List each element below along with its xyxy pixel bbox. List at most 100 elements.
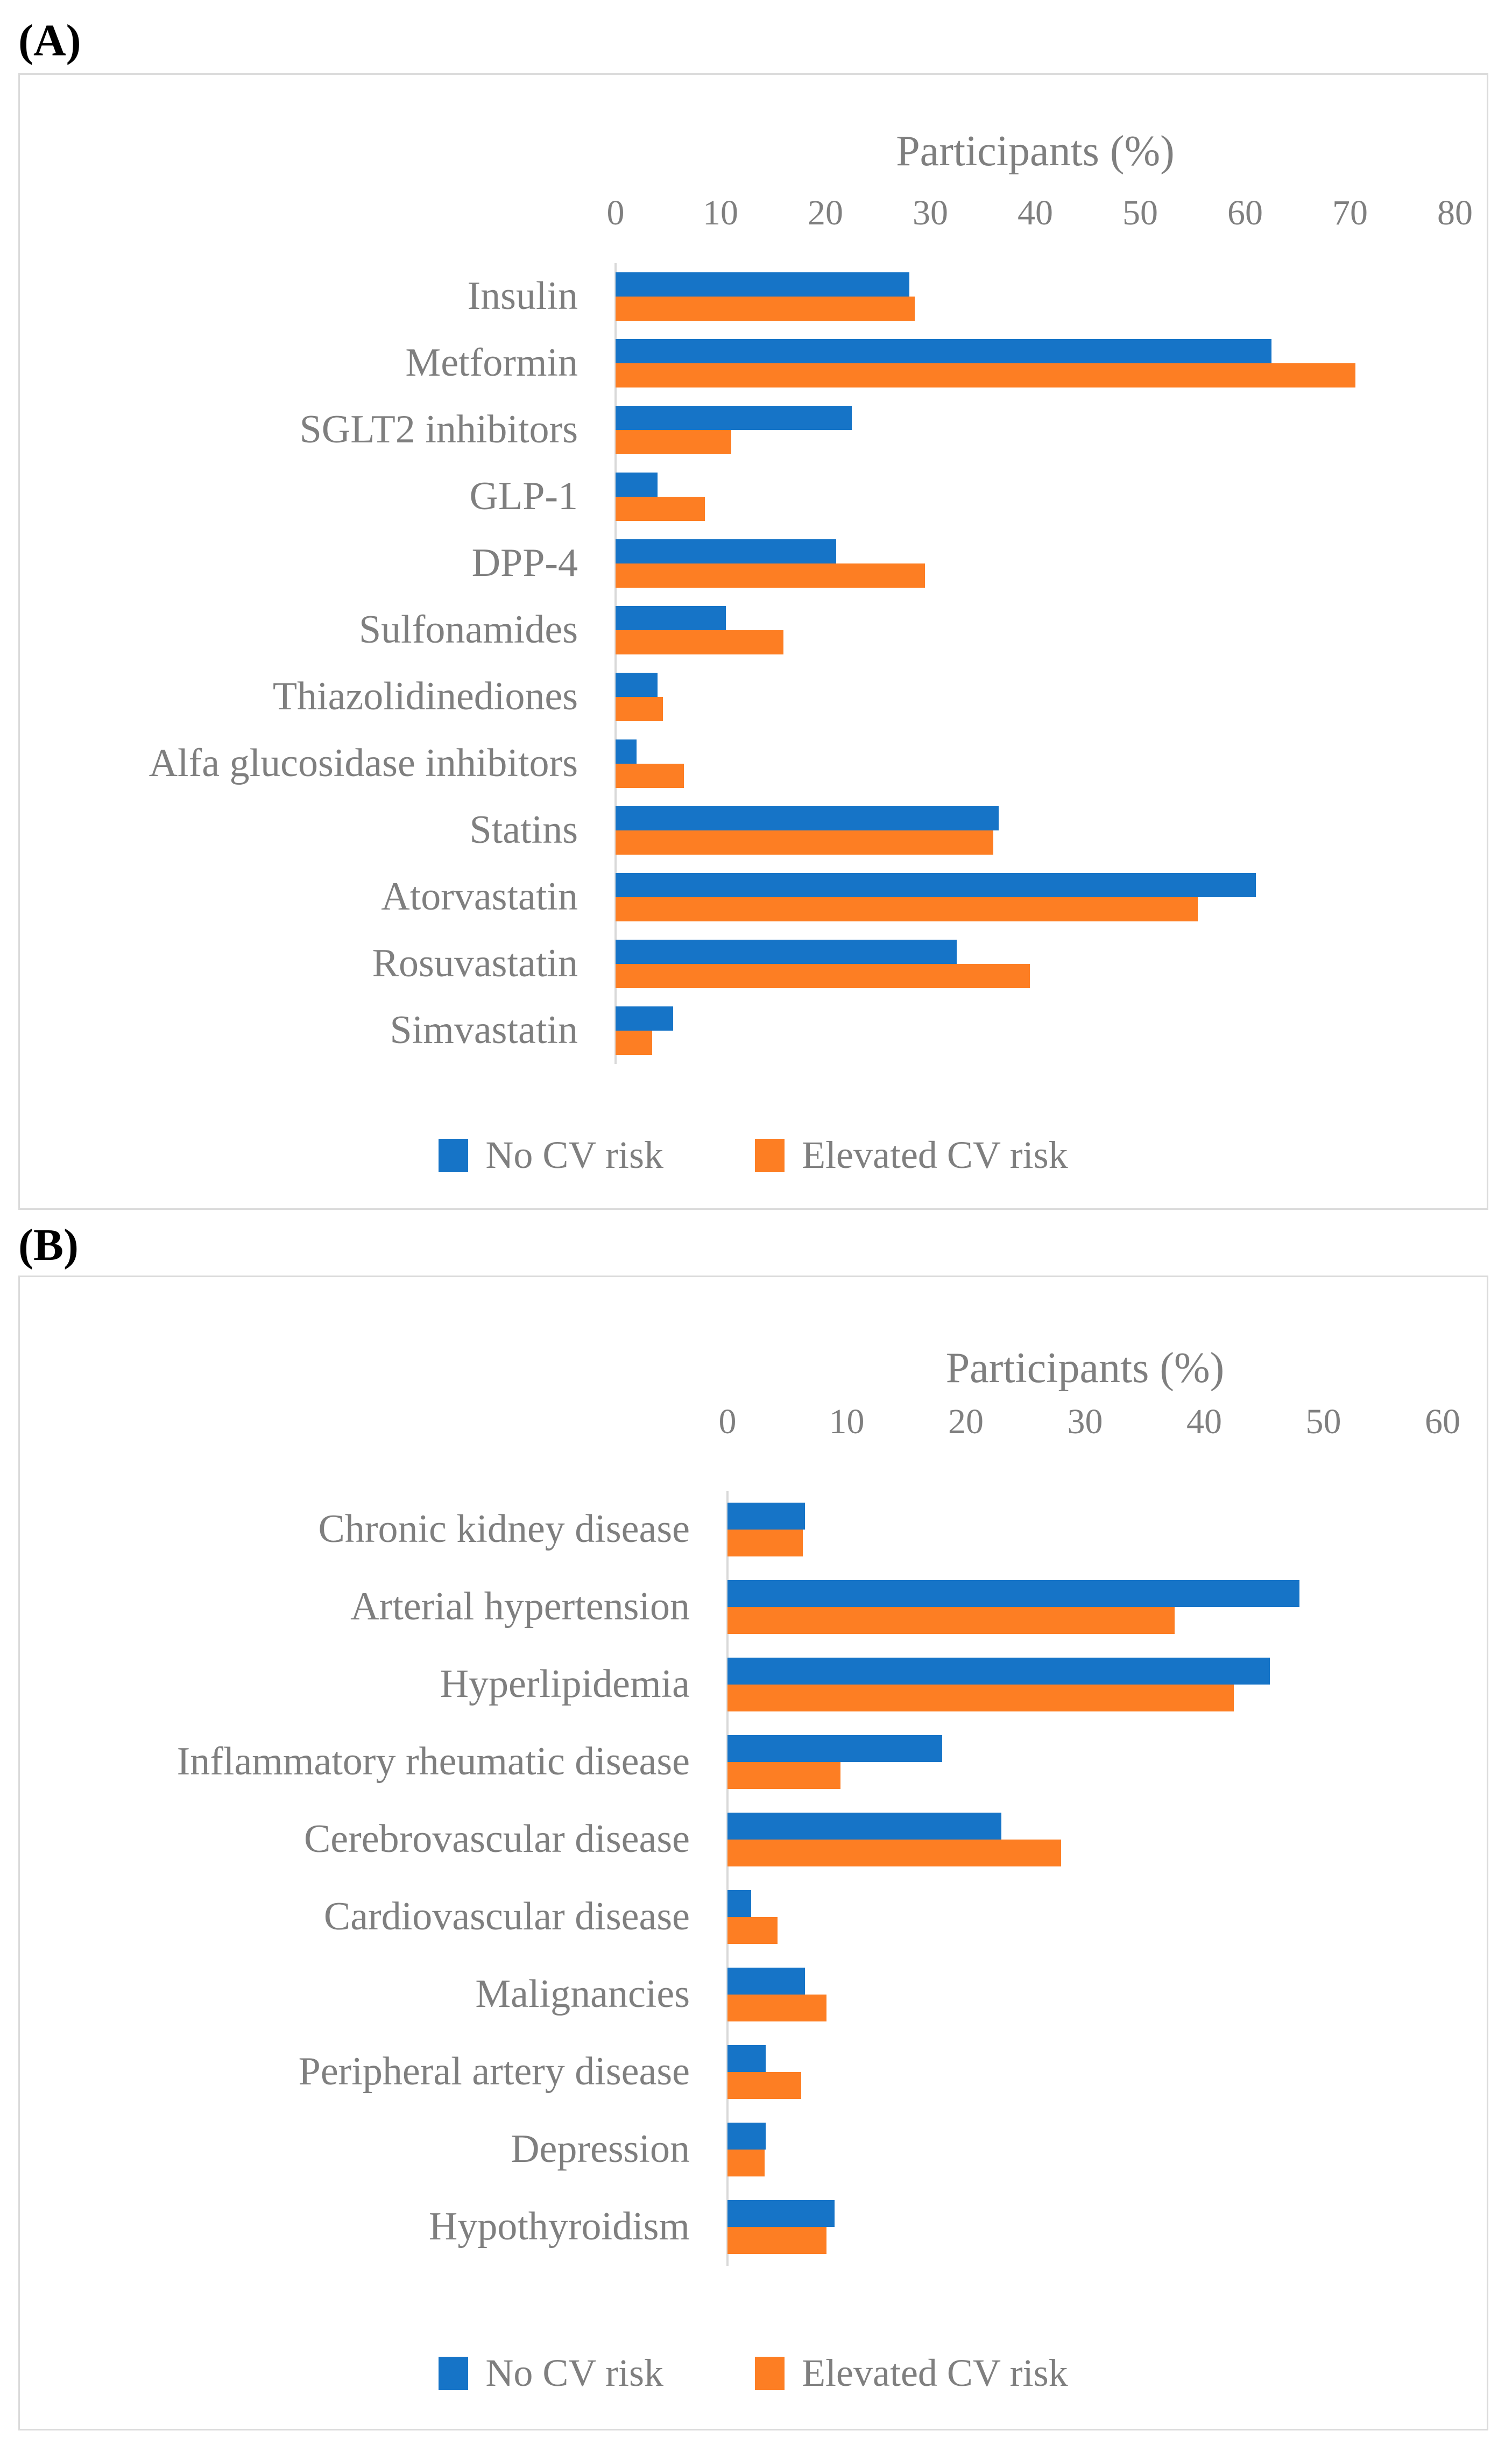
bar-no-cv-risk [616, 539, 836, 563]
y-axis-line [726, 1491, 729, 2266]
x-axis-title: Participants (%) [945, 1344, 1225, 1392]
bar-elevated-cv-risk [616, 897, 1198, 921]
bar-no-cv-risk [616, 339, 1271, 363]
bar-group [727, 1646, 1443, 1723]
bar-group [616, 263, 1455, 330]
category-row: Rosuvastatin [20, 931, 1487, 997]
x-tick-label: 30 [913, 193, 948, 232]
legend-label: Elevated CV risk [802, 1133, 1068, 1176]
category-row: Thiazolidinediones [20, 664, 1487, 730]
bar-no-cv-risk [616, 940, 957, 964]
category-label: GLP-1 [469, 474, 578, 519]
bar-no-cv-risk [727, 2200, 835, 2227]
category-row: Hypothyroidism [20, 2188, 1487, 2266]
x-tick-label: 50 [1305, 1402, 1341, 1441]
category-label: Metformin [405, 341, 578, 385]
x-tick-label: 0 [718, 1402, 737, 1441]
bar-no-cv-risk [727, 1503, 805, 1530]
bar-elevated-cv-risk [727, 1917, 778, 1944]
bar-elevated-cv-risk [616, 764, 684, 788]
legend-swatch-orange-icon [755, 1138, 785, 1172]
bar-group [727, 1491, 1443, 1568]
category-row: Inflammatory rheumatic disease [20, 1723, 1487, 1801]
bar-no-cv-risk [616, 406, 852, 430]
bar-no-cv-risk [616, 673, 658, 697]
legend-label: No CV risk [485, 1133, 664, 1176]
category-label: Peripheral artery disease [298, 2049, 690, 2094]
bar-group [616, 997, 1455, 1064]
category-row: Peripheral artery disease [20, 2033, 1487, 2111]
category-label: Malignancies [475, 1972, 690, 2017]
category-row: Insulin [20, 263, 1487, 330]
category-label: Statins [469, 808, 578, 852]
panel-b-letter: (B) [18, 1220, 79, 1270]
category-row: GLP-1 [20, 463, 1487, 530]
legend-label: Elevated CV risk [802, 2351, 1068, 2394]
category-row: Arterial hypertension [20, 1568, 1487, 1646]
x-tick-label: 50 [1122, 193, 1158, 232]
bar-group [727, 1956, 1443, 2033]
category-label: DPP-4 [471, 541, 578, 586]
bar-no-cv-risk [616, 473, 658, 497]
x-axis-tick-row: 0 10 20 30 40 50 60 70 80 [607, 182, 1473, 234]
bar-elevated-cv-risk [616, 697, 663, 721]
bar-elevated-cv-risk [616, 830, 993, 855]
panel-b-chart: Participants (%) 0 10 20 30 40 50 60 Chronic k… [18, 1276, 1488, 2430]
bar-group [616, 597, 1455, 664]
bar-elevated-cv-risk [727, 1840, 1062, 1866]
bar-elevated-cv-risk [616, 363, 1355, 387]
category-label: Inflammatory rheumatic disease [176, 1739, 690, 1784]
x-tick-label: 20 [808, 193, 843, 232]
legend-item-elevated-cv-risk: Elevated CV risk [755, 1133, 1068, 1178]
category-label: SGLT2 inhibitors [299, 407, 578, 452]
x-tick-label: 60 [1227, 193, 1263, 232]
bar-no-cv-risk [616, 873, 1256, 897]
category-label: Hyperlipidemia [440, 1662, 690, 1707]
bar-no-cv-risk [727, 1658, 1270, 1685]
bar-group [616, 530, 1455, 597]
x-tick-label: 40 [1186, 1402, 1222, 1441]
bar-group [727, 1878, 1443, 1956]
x-tick-label: 10 [829, 1402, 865, 1441]
bar-no-cv-risk [616, 606, 726, 630]
category-row: Sulfonamides [20, 597, 1487, 664]
x-tick-label: 40 [1018, 193, 1053, 232]
bar-no-cv-risk [727, 2123, 766, 2150]
bar-elevated-cv-risk [616, 497, 705, 521]
category-row: Hyperlipidemia [20, 1646, 1487, 1723]
category-label: Alfa glucosidase inhibitors [149, 741, 578, 786]
bar-elevated-cv-risk [616, 964, 1030, 988]
bar-group [616, 463, 1455, 530]
bar-no-cv-risk [727, 2045, 766, 2072]
category-label: Rosuvastatin [372, 941, 578, 986]
category-row: Malignancies [20, 1956, 1487, 2033]
bar-group [727, 1723, 1443, 1801]
bar-group [616, 397, 1455, 463]
bar-group [727, 1568, 1443, 1646]
category-label: Atorvastatin [381, 875, 578, 919]
category-label: Cerebrovascular disease [303, 1817, 690, 1862]
bar-elevated-cv-risk [727, 2072, 802, 2099]
category-row: Atorvastatin [20, 864, 1487, 931]
bar-group [616, 864, 1455, 931]
plot-area: Chronic kidney disease Arterial hypertens… [20, 1491, 1487, 2266]
category-label: Hypothyroidism [428, 2204, 690, 2249]
plot-area: Insulin Metformin SGLT2 inhibitors GLP-1 DPP… [20, 263, 1487, 1064]
legend-item-no-cv-risk: No CV risk [439, 2351, 663, 2395]
category-label: Arterial hypertension [350, 1584, 690, 1629]
bar-elevated-cv-risk [616, 297, 915, 321]
y-axis-line [614, 263, 617, 1064]
category-label: Insulin [467, 274, 578, 319]
x-tick-label: 30 [1067, 1402, 1103, 1441]
legend-item-elevated-cv-risk: Elevated CV risk [755, 2351, 1068, 2395]
category-row: SGLT2 inhibitors [20, 397, 1487, 463]
bar-elevated-cv-risk [616, 563, 925, 588]
legend-swatch-blue-icon [439, 1138, 469, 1172]
bar-group [727, 2188, 1443, 2266]
category-row: Cardiovascular disease [20, 1878, 1487, 1956]
bar-no-cv-risk [727, 1813, 1002, 1840]
bar-rows: Insulin Metformin SGLT2 inhibitors GLP-1 DPP… [20, 263, 1487, 1064]
bar-group [727, 1801, 1443, 1878]
bar-no-cv-risk [616, 806, 999, 830]
bar-elevated-cv-risk [727, 2227, 826, 2254]
